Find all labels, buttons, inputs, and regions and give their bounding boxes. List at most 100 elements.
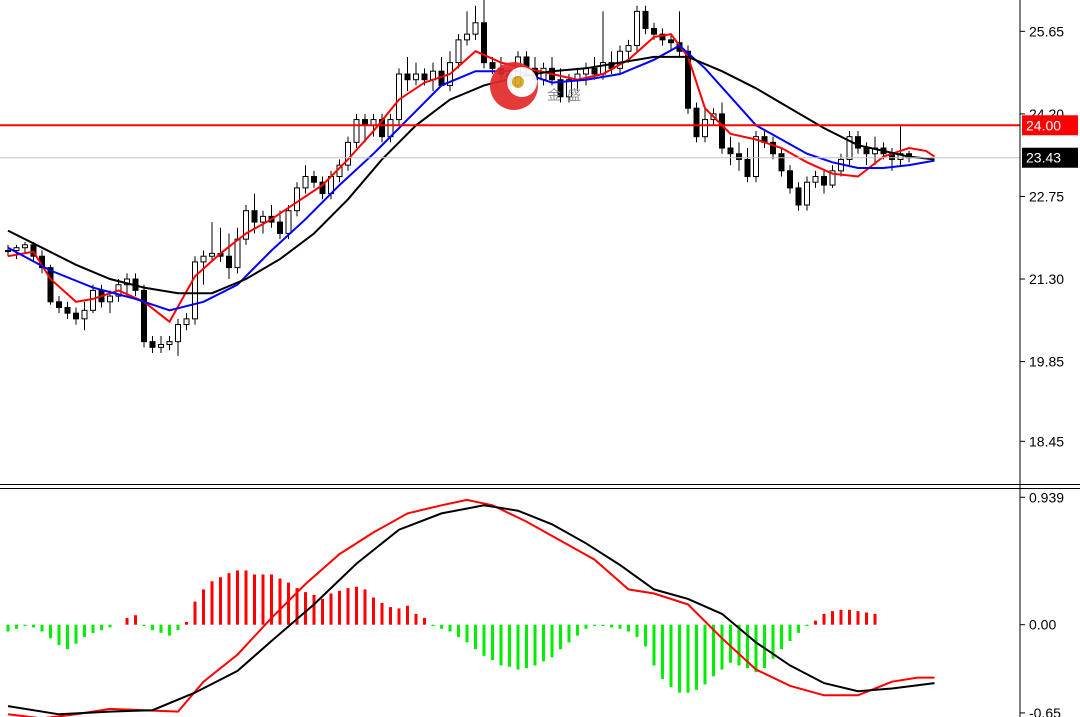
candlestick-series bbox=[5, 0, 912, 356]
candle-body bbox=[744, 158, 751, 178]
candle-body bbox=[64, 306, 71, 314]
candle-body bbox=[421, 73, 428, 81]
candle-body bbox=[260, 215, 266, 223]
candle-body bbox=[81, 309, 88, 320]
candle bbox=[158, 335, 164, 354]
candle-body bbox=[778, 153, 785, 172]
candle-body bbox=[141, 289, 147, 343]
candle-body bbox=[5, 250, 11, 253]
candle bbox=[693, 102, 700, 143]
candle bbox=[251, 193, 258, 234]
candle bbox=[22, 242, 28, 254]
candle bbox=[56, 296, 62, 314]
candle bbox=[804, 176, 810, 211]
candle bbox=[149, 335, 156, 354]
candle-body bbox=[566, 79, 572, 98]
candle-body bbox=[464, 33, 470, 41]
candle-body bbox=[73, 312, 79, 320]
candle bbox=[311, 170, 317, 188]
macd-axis-tick-label: -0.65 bbox=[1029, 705, 1061, 717]
current-price-label: 23.43 bbox=[1022, 147, 1078, 168]
candle-body bbox=[727, 147, 734, 155]
candle-body bbox=[13, 247, 20, 252]
candle-body bbox=[821, 176, 827, 186]
resistance-label-box bbox=[1022, 115, 1078, 136]
macd-axis-tick-label: 0.939 bbox=[1029, 489, 1064, 505]
candle-body bbox=[787, 170, 793, 189]
candle bbox=[846, 130, 853, 166]
candle-body bbox=[345, 141, 351, 166]
candle-body bbox=[846, 136, 853, 160]
candle bbox=[855, 130, 861, 154]
moving-average-line bbox=[7, 55, 935, 295]
candle bbox=[481, 0, 487, 69]
candle bbox=[787, 165, 793, 194]
candle-body bbox=[22, 244, 28, 249]
candle bbox=[770, 136, 776, 160]
candle-body bbox=[353, 119, 360, 143]
candle-body bbox=[455, 39, 462, 64]
candle-body bbox=[413, 73, 419, 81]
candle bbox=[141, 284, 147, 348]
candle-body bbox=[693, 107, 700, 138]
candle-body bbox=[642, 10, 649, 29]
candle bbox=[413, 62, 419, 86]
candle bbox=[81, 301, 88, 331]
candle bbox=[727, 136, 734, 166]
candle-body bbox=[396, 73, 402, 121]
macd-indicator-line bbox=[7, 498, 935, 717]
macd-axis-tick-label: 0.00 bbox=[1029, 617, 1056, 633]
candle-body bbox=[209, 252, 215, 257]
candle-body bbox=[617, 50, 623, 69]
candle bbox=[166, 335, 173, 351]
candle bbox=[472, 5, 479, 40]
candle bbox=[464, 11, 470, 46]
candle bbox=[736, 142, 742, 171]
candle bbox=[396, 68, 402, 126]
candle-body bbox=[855, 136, 861, 149]
candle bbox=[209, 222, 215, 262]
candle bbox=[73, 307, 79, 325]
candle bbox=[829, 165, 836, 188]
candle-body bbox=[107, 295, 113, 303]
current-price-text: 23.43 bbox=[1026, 150, 1061, 166]
candle-body bbox=[702, 119, 708, 138]
candle bbox=[285, 204, 292, 240]
candle bbox=[455, 34, 462, 69]
candle bbox=[821, 170, 827, 194]
candle-body bbox=[226, 255, 232, 269]
resistance-label-text: 24.00 bbox=[1026, 117, 1061, 133]
candle-body bbox=[251, 210, 258, 223]
candle-body bbox=[56, 301, 62, 308]
candle-body bbox=[685, 50, 691, 109]
price-axis-tick-label: 22.75 bbox=[1029, 188, 1064, 204]
candle-body bbox=[668, 39, 674, 44]
candle bbox=[243, 204, 249, 245]
candle-body bbox=[234, 238, 241, 269]
macd-lines bbox=[7, 498, 935, 717]
candle-body bbox=[472, 22, 479, 35]
candle bbox=[634, 5, 640, 52]
candle-body bbox=[277, 221, 283, 234]
moving-average-line bbox=[7, 33, 936, 324]
candle-body bbox=[770, 141, 776, 155]
candle bbox=[719, 102, 725, 154]
candle-body bbox=[481, 22, 487, 64]
price-axis-tick-label: 19.85 bbox=[1029, 354, 1064, 370]
candle bbox=[183, 313, 190, 331]
candle-body bbox=[795, 187, 802, 206]
candle-body bbox=[166, 341, 173, 345]
candle bbox=[302, 165, 309, 194]
candle-body bbox=[736, 153, 742, 160]
candle bbox=[617, 45, 623, 75]
candle-body bbox=[829, 170, 836, 186]
candle bbox=[192, 256, 198, 325]
candle-body bbox=[183, 318, 190, 326]
candle-body bbox=[158, 343, 164, 348]
macd-axis: 0.939 0.00 -0.65 bbox=[1020, 489, 1064, 717]
candle bbox=[642, 5, 649, 35]
price-axis-tick-label: 18.45 bbox=[1029, 433, 1064, 449]
candle bbox=[5, 244, 11, 257]
